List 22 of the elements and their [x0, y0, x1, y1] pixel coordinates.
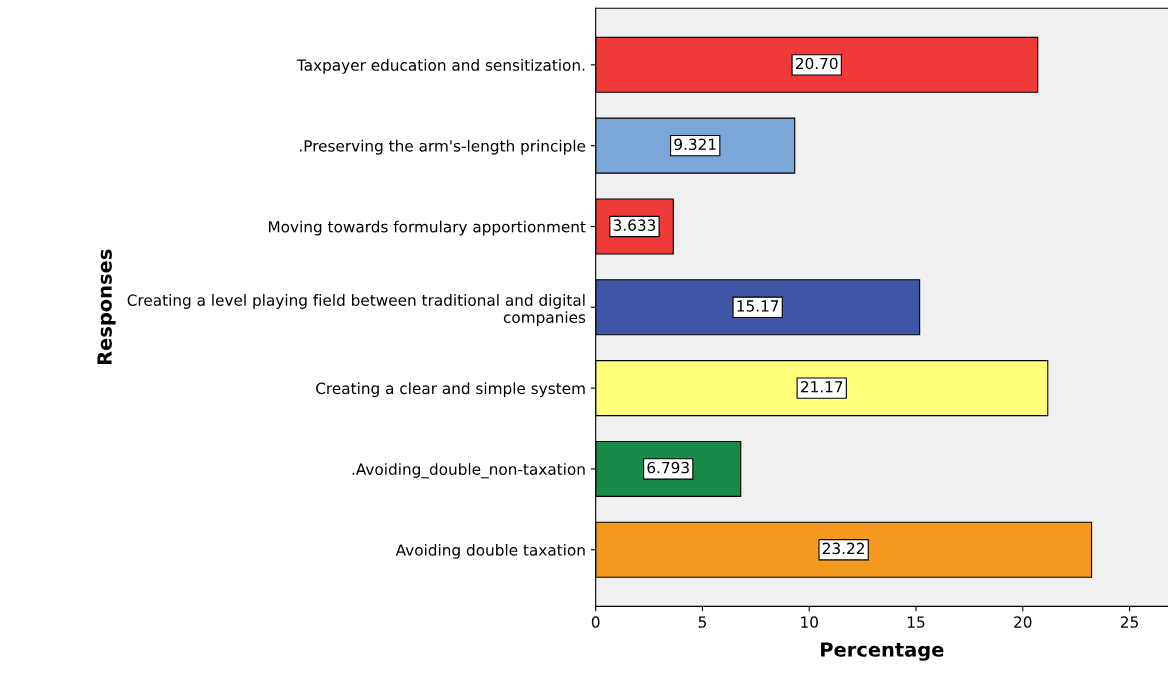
data-label: 21.17 [800, 380, 843, 393]
y-tick-label: Creating a level playing field between traditional and digital companies [127, 294, 586, 326]
data-label: 23.22 [822, 542, 864, 555]
data-label: 3.633 [613, 219, 656, 231]
y-tick-label: Avoiding double taxation [395, 543, 585, 559]
y-axis-title: Responses [97, 249, 116, 365]
y-tick-label: Moving towards formulary apportionment [268, 220, 586, 236]
x-axis-title: Percentage [821, 642, 944, 661]
y-tick-label: Taxpayer education and sensitization. [296, 59, 585, 74]
y-tick-label: .Avoiding_double_non-taxation [352, 463, 585, 479]
x-tick-label: 25 [1120, 616, 1138, 628]
data-label: 15.17 [737, 300, 779, 312]
x-tick-label: 0 [591, 616, 600, 628]
data-label: 9.321 [674, 138, 716, 151]
x-tick-label: 5 [698, 616, 706, 628]
x-tick-label: 20 [1014, 616, 1032, 628]
data-label: 20.70 [795, 57, 838, 70]
y-tick-label: .Preserving the arm's-length principle [299, 139, 586, 155]
x-tick-label: 15 [907, 616, 925, 628]
x-tick-label: 10 [801, 616, 818, 628]
data-label: 6.793 [647, 461, 689, 474]
y-tick-label: Creating a clear and simple system [316, 382, 585, 398]
